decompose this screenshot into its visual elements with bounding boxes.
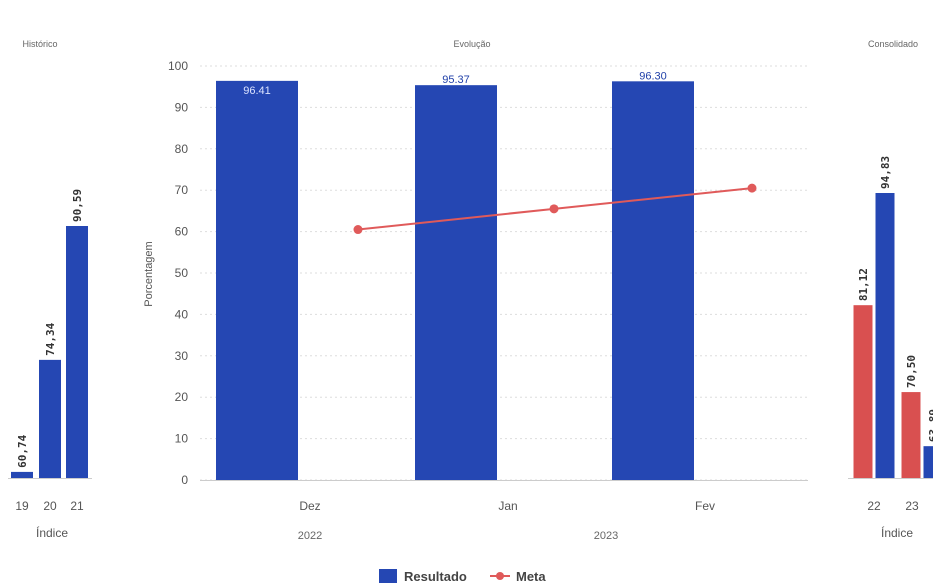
y-tick-label: 70 (175, 183, 189, 197)
y-tick-label: 20 (175, 390, 189, 404)
consolidado-x-axis-title: Índice (881, 525, 913, 540)
historico-bar-label: 60,74 (16, 434, 29, 467)
historico-bar-label: 74,34 (44, 322, 57, 355)
meta-point (549, 204, 559, 214)
historico-bar (66, 226, 88, 478)
historico-category-label: 20 (43, 499, 57, 513)
legend: Resultado Meta (379, 569, 546, 584)
consolidado-bar (853, 305, 873, 478)
consolidado-category-label: 22 (867, 499, 881, 513)
consolidado-bar (875, 193, 895, 478)
consolidado-bar-label: 63,89 (927, 409, 933, 442)
historico-bar (11, 471, 33, 478)
consolidado-chart: 81,12 70,50 94,83 63,89 22 23 Índice (848, 156, 933, 540)
resultado-bar-label: 96.41 (243, 85, 271, 97)
legend-swatch-resultado (379, 569, 397, 583)
historico-bar (39, 359, 61, 478)
x-category-label: Fev (695, 499, 715, 513)
consolidado-title: Consolidado (868, 39, 918, 49)
historico-x-axis-title: Índice (36, 525, 68, 540)
historico-category-label: 21 (70, 499, 84, 513)
x-category-label: Dez (299, 499, 320, 513)
x-category-label: Jan (498, 499, 517, 513)
historico-title: Histórico (22, 39, 57, 49)
legend-label-meta: Meta (516, 569, 546, 584)
consolidado-bar (901, 392, 921, 478)
y-tick-label: 30 (175, 349, 189, 363)
evolucao-title: Evolução (453, 39, 490, 49)
meta-point (747, 183, 757, 193)
consolidado-bar (923, 446, 933, 478)
resultado-bar (415, 85, 497, 480)
x-group-label: 2022 (298, 530, 322, 542)
evolucao-chart: Porcentagem 0 10 20 30 40 50 60 70 80 90 100 96.41 9… (143, 59, 808, 542)
x-group-label: 2023 (594, 530, 618, 542)
y-tick-label: 50 (175, 266, 189, 280)
legend-label-resultado: Resultado (404, 569, 467, 584)
consolidado-bar-label: 70,50 (905, 355, 918, 388)
y-tick-label: 100 (168, 59, 188, 73)
y-tick-label: 60 (175, 225, 189, 239)
y-tick-label: 80 (175, 142, 189, 156)
resultado-bar (612, 81, 694, 481)
historico-category-label: 19 (15, 499, 29, 513)
y-tick-label: 90 (175, 100, 189, 114)
y-tick-label: 0 (181, 473, 188, 487)
resultado-bar-label: 95.37 (442, 74, 470, 86)
resultado-bar (216, 80, 298, 480)
y-axis-title: Porcentagem (143, 241, 155, 306)
consolidado-bar-label: 81,12 (857, 268, 870, 301)
consolidado-category-label: 23 (905, 499, 919, 513)
consolidado-bar-label: 94,83 (879, 156, 892, 189)
y-tick-label: 40 (175, 307, 189, 321)
legend-swatch-meta-dot (496, 572, 504, 580)
meta-point (353, 225, 363, 235)
resultado-bar-label: 96.30 (639, 70, 667, 82)
historico-bar-label: 90,59 (71, 189, 84, 222)
y-tick-label: 10 (175, 432, 189, 446)
